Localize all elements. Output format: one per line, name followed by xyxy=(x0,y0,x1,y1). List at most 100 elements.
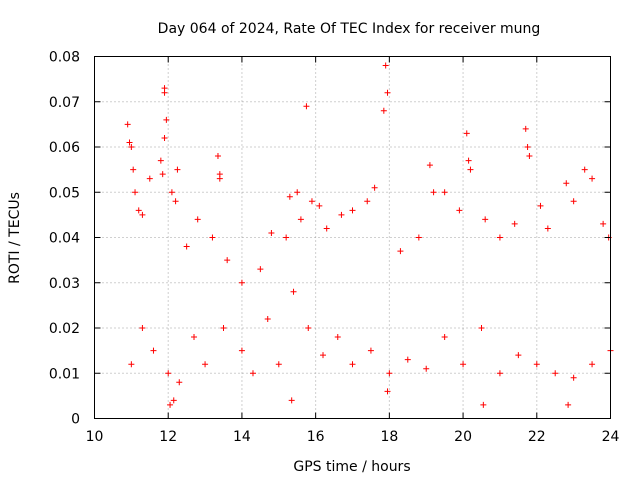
data-point xyxy=(191,334,198,341)
data-point xyxy=(380,107,387,114)
data-point xyxy=(423,365,430,372)
y-axis-label: ROTI / TECUs xyxy=(7,192,23,284)
data-point xyxy=(463,130,470,137)
data-point xyxy=(334,334,341,341)
data-point xyxy=(150,347,157,354)
x-tick-labels: 10 12 14 16 18 20 22 24 xyxy=(86,429,620,445)
data-point xyxy=(146,175,153,182)
y-tick-label: 0.03 xyxy=(49,276,80,292)
data-point xyxy=(589,175,596,182)
data-point xyxy=(496,370,503,377)
data-point xyxy=(496,234,503,241)
data-point xyxy=(290,288,297,295)
data-point xyxy=(130,166,137,173)
y-tick-label: 0.01 xyxy=(49,366,80,382)
data-point xyxy=(320,352,327,359)
data-point xyxy=(537,202,544,209)
data-point xyxy=(238,279,245,286)
data-point xyxy=(397,248,404,255)
data-point xyxy=(224,257,231,264)
data-point xyxy=(161,89,168,96)
data-point xyxy=(478,325,485,331)
y-tick-label: 0.04 xyxy=(49,231,80,247)
data-point xyxy=(565,401,572,408)
data-point xyxy=(275,361,282,368)
data-point xyxy=(305,325,312,331)
data-point xyxy=(172,198,179,205)
data-point xyxy=(441,189,448,196)
data-point xyxy=(165,370,172,377)
grid xyxy=(94,56,611,419)
data-point xyxy=(294,189,301,196)
data-point xyxy=(563,180,570,187)
y-tick-label: 0.07 xyxy=(49,95,80,111)
data-point xyxy=(167,401,174,408)
data-point xyxy=(288,397,295,404)
y-tick-label: 0.02 xyxy=(49,321,80,337)
data-point xyxy=(216,175,223,182)
data-point xyxy=(238,347,245,354)
y-tick-label: 0.06 xyxy=(49,140,80,156)
data-point xyxy=(384,388,391,395)
data-point xyxy=(135,207,142,214)
y-tick-label: 0.08 xyxy=(49,50,80,66)
data-point xyxy=(128,144,135,150)
data-point xyxy=(570,198,577,205)
y-tick-label: 0.05 xyxy=(49,185,80,201)
data-point xyxy=(176,379,183,386)
data-point xyxy=(430,189,437,196)
x-tick-label: 14 xyxy=(233,429,251,445)
data-point xyxy=(533,361,540,368)
data-point xyxy=(124,121,131,128)
data-point xyxy=(316,202,323,209)
data-point xyxy=(268,229,275,236)
data-point xyxy=(349,207,356,214)
data-point xyxy=(257,266,264,273)
data-point xyxy=(570,374,577,381)
x-tick-label: 22 xyxy=(528,429,546,445)
data-point xyxy=(338,211,345,218)
data-point xyxy=(183,243,190,250)
data-point xyxy=(415,234,422,241)
data-point xyxy=(382,62,389,69)
data-point xyxy=(482,216,489,223)
data-point xyxy=(386,370,393,377)
data-point xyxy=(264,315,271,322)
data-point xyxy=(132,189,139,196)
data-point xyxy=(159,171,166,178)
data-point xyxy=(202,361,209,368)
data-point xyxy=(168,189,175,196)
data-point xyxy=(522,125,529,132)
data-point xyxy=(174,166,181,173)
data-point xyxy=(139,325,146,331)
x-tick-label: 12 xyxy=(159,429,177,445)
x-tick-label: 24 xyxy=(602,429,620,445)
data-point xyxy=(384,89,391,96)
data-point xyxy=(157,157,164,164)
data-points xyxy=(124,62,614,408)
x-tick-label: 10 xyxy=(86,429,104,445)
data-point xyxy=(214,153,221,160)
data-point xyxy=(367,347,374,354)
chart-title: Day 064 of 2024, Rate Of TEC Index for r… xyxy=(158,21,541,37)
x-tick-label: 16 xyxy=(307,429,325,445)
data-point xyxy=(220,325,227,331)
data-point xyxy=(303,103,310,110)
data-point xyxy=(163,116,170,123)
data-point xyxy=(404,356,411,363)
x-tick-label: 20 xyxy=(454,429,472,445)
data-point xyxy=(581,166,588,173)
data-point xyxy=(552,370,559,377)
data-point xyxy=(441,334,448,341)
data-point xyxy=(524,144,531,150)
y-tick-labels: 0 0.01 0.02 0.03 0.04 0.05 0.06 0.07 0.08 xyxy=(49,50,80,428)
data-point xyxy=(426,162,433,169)
data-point xyxy=(371,184,378,191)
data-point xyxy=(465,157,472,164)
data-point xyxy=(249,370,256,377)
data-point xyxy=(511,220,518,227)
data-point xyxy=(600,220,607,227)
data-point xyxy=(128,361,135,368)
data-point xyxy=(286,193,293,200)
